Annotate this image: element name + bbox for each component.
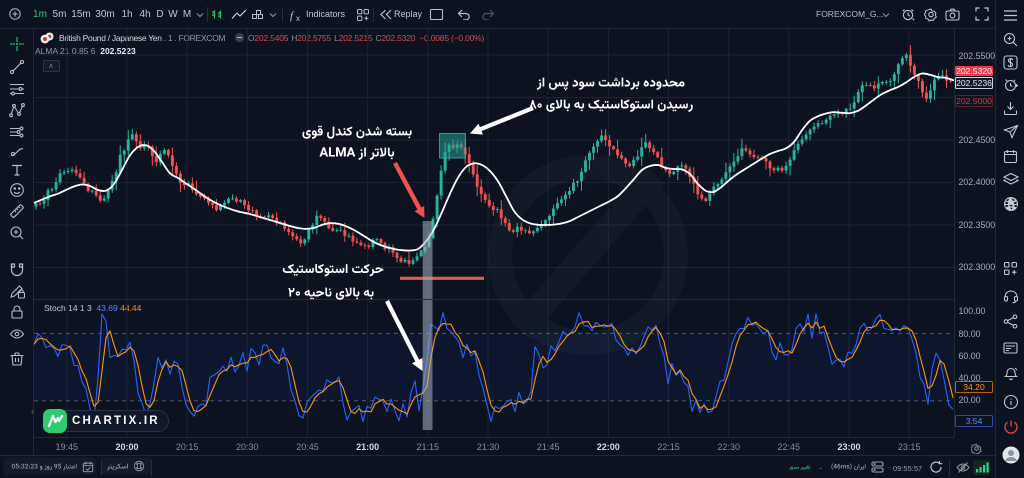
svg-text:f: f [290, 10, 295, 22]
svg-text:x: x [296, 14, 300, 22]
